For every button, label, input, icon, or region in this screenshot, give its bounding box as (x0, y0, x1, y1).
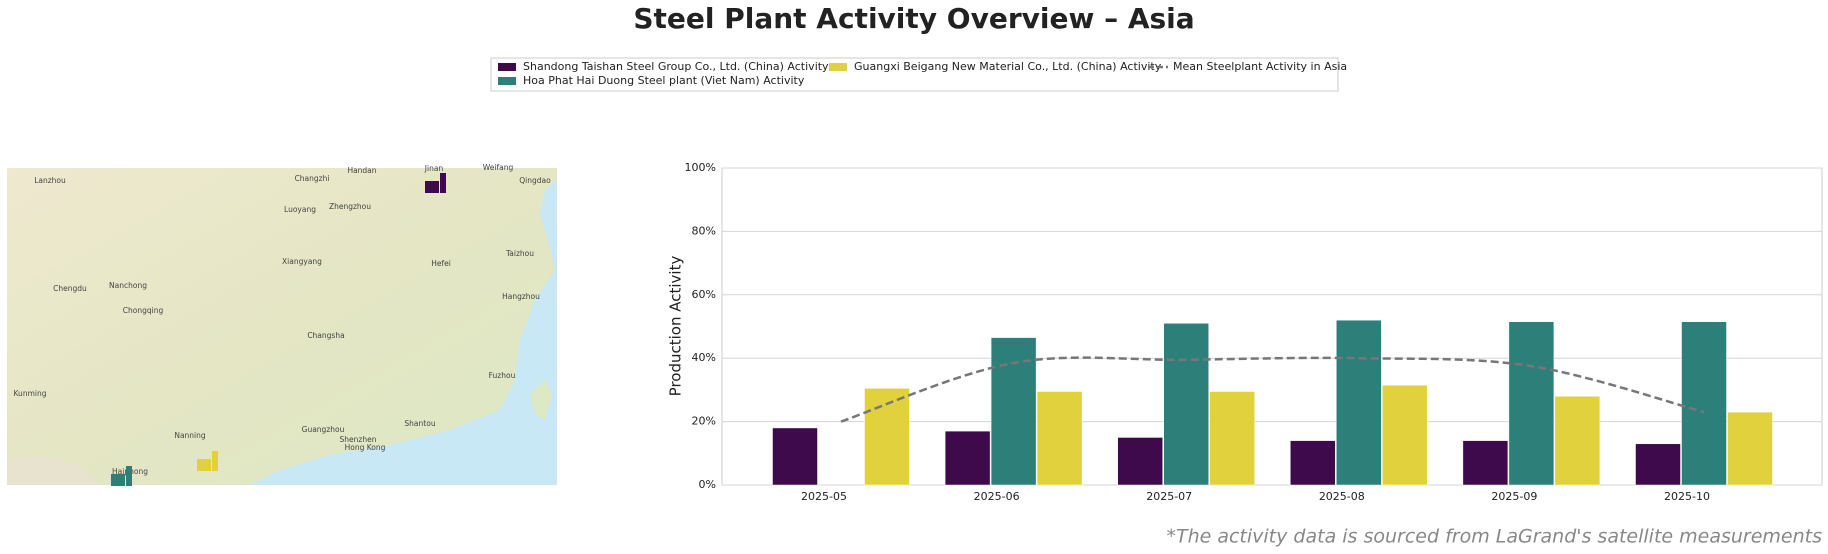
bar (1163, 323, 1209, 486)
map-label: Chengdu (53, 284, 87, 293)
legend-label: Hoa Phat Hai Duong Steel plant (Viet Nam… (523, 74, 805, 87)
bar (772, 427, 818, 486)
map-label: Chongqing (123, 306, 164, 315)
map-island (530, 380, 552, 420)
x-tick-label: 2025-09 (1491, 490, 1537, 503)
legend-swatch (829, 63, 847, 71)
x-tick-label: 2025-10 (1664, 490, 1710, 503)
x-tick-label: 2025-05 (801, 490, 847, 503)
map-label: Weifang (483, 163, 514, 172)
map-label: Fuzhou (489, 371, 516, 380)
bar (1290, 440, 1336, 486)
x-tick-label: 2025-06 (974, 490, 1020, 503)
map-label: Shenzhen (340, 435, 377, 444)
map-label: Changsha (307, 331, 344, 340)
map (7, 168, 557, 485)
x-tick-label: 2025-08 (1319, 490, 1365, 503)
bar (1036, 391, 1083, 486)
legend-label: Mean Steelplant Activity in Asia (1173, 60, 1347, 73)
y-tick-label: 20% (692, 415, 716, 428)
footnote: *The activity data is sourced from LaGra… (1166, 526, 1822, 548)
map-label: Changzhi (295, 174, 330, 183)
bar (1462, 440, 1509, 486)
legend-box (490, 57, 1339, 92)
map-label: Taizhou (505, 249, 534, 258)
x-tick-label: 2025-07 (1146, 490, 1192, 503)
legend-swatch (498, 77, 516, 85)
mean-line (840, 356, 1705, 423)
bar (1508, 321, 1555, 486)
y-tick-label: 80% (692, 224, 716, 237)
map-label: Hangzhou (502, 292, 540, 301)
plant-icon (197, 459, 211, 471)
map-label: Luoyang (284, 205, 316, 214)
legend-label: Shandong Taishan Steel Group Co., Ltd. (… (523, 60, 829, 73)
legend-swatch (498, 63, 516, 71)
legend-label: Guangxi Beigang New Material Co., Ltd. (… (854, 60, 1162, 73)
bar (1635, 443, 1681, 486)
map-sea (250, 168, 557, 485)
bar (1681, 321, 1727, 486)
plant-icon (111, 474, 125, 486)
map-label: Qingdao (519, 176, 551, 185)
map-label: Handan (347, 166, 376, 175)
bar (1336, 319, 1382, 486)
bar (1209, 391, 1255, 486)
map-label: Jinan (424, 164, 444, 173)
bar (1727, 411, 1773, 486)
bar (1382, 384, 1428, 486)
plant-icon (126, 466, 132, 486)
map-label: Xiangyang (282, 257, 322, 266)
plant-icon (212, 451, 218, 471)
map-label: Hong Kong (345, 443, 386, 452)
y-tick-label: 60% (692, 288, 716, 301)
map-label: Nanchong (109, 281, 147, 290)
y-tick-label: 0% (699, 478, 716, 491)
plant-icon (425, 181, 439, 193)
map-label: Shantou (404, 419, 435, 428)
y-axis-label: Production Activity (667, 256, 685, 397)
bar (944, 430, 991, 486)
map-label: Nanning (174, 431, 206, 440)
y-tick-label: 100% (685, 161, 716, 174)
map-land-south (7, 455, 100, 485)
map-label: Kunming (14, 389, 47, 398)
y-tick-label: 40% (692, 351, 716, 364)
map-label: Hefei (431, 259, 451, 268)
map-label: Lanzhou (34, 176, 66, 185)
chart-title: Steel Plant Activity Overview – Asia (633, 2, 1194, 35)
map-label: Guangzhou (302, 425, 345, 434)
bar (1117, 437, 1163, 486)
plant-icon (440, 173, 446, 193)
bar (1554, 395, 1601, 486)
map-label: Zhengzhou (329, 202, 371, 211)
